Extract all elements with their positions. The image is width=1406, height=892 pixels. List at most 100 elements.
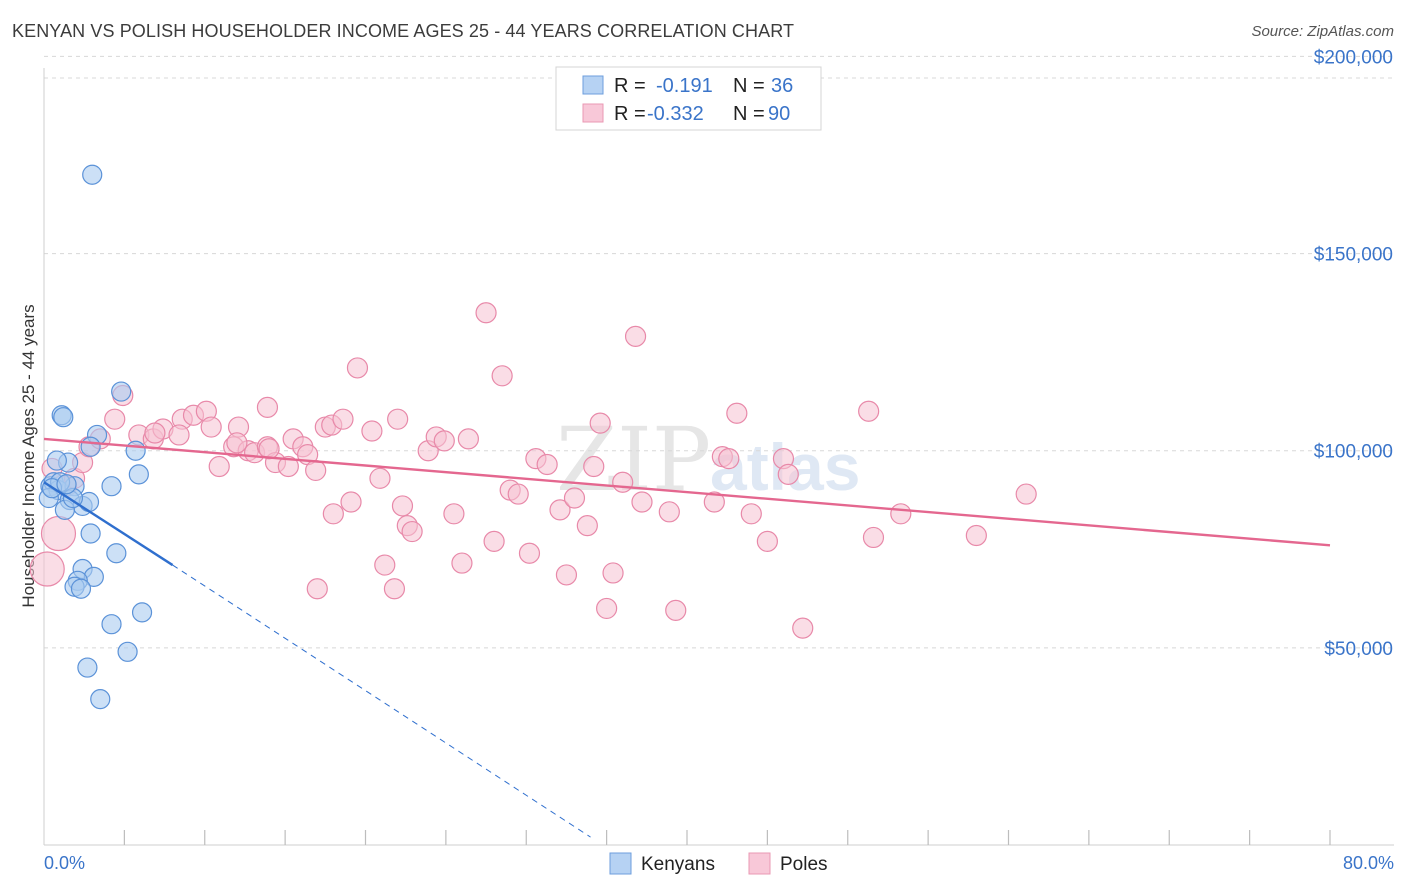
poles-point <box>374 554 396 576</box>
poles-point <box>346 357 369 379</box>
poles-point <box>890 503 912 525</box>
poles-point <box>658 501 680 523</box>
poles-legend-label: Poles <box>780 854 828 875</box>
poles-point <box>29 551 65 587</box>
kenyans-series <box>38 164 153 710</box>
kenyans-point <box>131 602 153 623</box>
poles-point <box>612 471 634 493</box>
poles-point <box>862 526 885 549</box>
poles-point <box>536 453 558 476</box>
legend-polish-swatch <box>582 103 604 123</box>
legend-r-value-1: -0.191 <box>656 75 713 97</box>
poles-point <box>631 491 653 513</box>
poles-point <box>777 463 799 485</box>
kenyans-point <box>82 164 103 185</box>
poles-point <box>475 302 497 324</box>
poles-point <box>518 542 541 564</box>
poles-point <box>457 428 479 450</box>
legend-n-value-2: 90 <box>768 103 790 125</box>
kenyans-point <box>101 476 122 497</box>
poles-point <box>792 617 814 639</box>
kenyans-point <box>128 464 149 485</box>
poles-point <box>40 515 77 552</box>
poles-point <box>443 503 465 525</box>
poles-point <box>756 530 778 553</box>
y-tick-label-1: $100,000 <box>1314 442 1393 463</box>
kenyans-legend-label: Kenyans <box>641 854 715 875</box>
poles-point <box>332 408 354 430</box>
kenyans-point <box>90 689 111 710</box>
poles-point <box>361 420 383 442</box>
kenyans-point <box>106 543 127 564</box>
source-label: Source: ZipAtlas.com <box>1251 23 1394 40</box>
legend-n-label-1: N = <box>733 75 765 97</box>
poles-point <box>555 564 578 586</box>
poles-point <box>144 422 166 444</box>
poles-point <box>208 455 230 478</box>
chart-title: KENYAN VS POLISH HOUSEHOLDER INCOME AGES… <box>12 21 795 41</box>
legend-r-label-1: R = <box>614 75 646 97</box>
poles-point <box>624 325 647 347</box>
poles-point <box>726 402 748 424</box>
poles-point <box>306 578 328 600</box>
poles-point <box>576 515 598 537</box>
poles-point <box>322 503 344 525</box>
kenyans-point <box>70 578 92 599</box>
poles-point <box>1015 483 1037 505</box>
kenyans-trend-extension <box>172 564 591 838</box>
legend-r-value-2: -0.332 <box>647 103 704 125</box>
poles-point <box>256 396 279 418</box>
legend-n-value-1: 36 <box>771 75 793 97</box>
poles-point <box>583 455 605 478</box>
x-tick-min: 0.0% <box>44 853 85 873</box>
y-tick-label-0: $50,000 <box>1324 639 1393 660</box>
kenyans-trend-line <box>43 481 174 567</box>
kenyans-point <box>77 657 98 678</box>
poles-point <box>596 597 618 620</box>
poles-point <box>858 400 880 422</box>
poles-point <box>226 432 248 454</box>
poles-point <box>200 416 222 438</box>
poles-point <box>602 562 624 584</box>
poles-point <box>483 530 505 553</box>
poles-point <box>383 578 406 600</box>
kenyans-point <box>125 440 146 461</box>
poles-trend-line <box>43 437 1331 547</box>
gridlines <box>44 55 1394 649</box>
y-tick-label-3: $200,000 <box>1314 47 1393 68</box>
poles-point <box>305 459 327 482</box>
legend-r-label-2: R = <box>614 103 646 125</box>
poles-point <box>965 524 987 547</box>
y-axis-title: Householder Income Ages 25 - 44 years <box>19 304 38 607</box>
poles-point <box>740 503 762 525</box>
poles-point <box>491 365 513 387</box>
poles-point <box>549 499 571 521</box>
x-tick-max: 80.0% <box>1343 853 1394 873</box>
poles-point <box>258 438 280 460</box>
poles-point <box>563 487 586 509</box>
poles-series <box>29 302 1037 639</box>
series-legend: Kenyans Poles <box>609 852 828 875</box>
x-axis-ticks <box>123 830 1331 845</box>
kenyans-point <box>53 407 74 428</box>
correlation-legend: R = -0.191 N = 36 R = -0.332 N = 90 <box>555 66 822 131</box>
poles-point <box>665 599 687 622</box>
poles-point <box>391 495 414 517</box>
poles-point <box>340 491 362 513</box>
kenyans-point <box>80 523 101 544</box>
poles-point <box>589 412 611 434</box>
poles-legend-swatch <box>748 852 771 875</box>
y-tick-label-2: $150,000 <box>1314 245 1393 266</box>
poles-point <box>703 491 725 513</box>
kenyans-point <box>111 381 132 402</box>
kenyans-point <box>101 614 122 635</box>
poles-point <box>387 408 409 430</box>
trend-lines <box>43 437 1331 838</box>
poles-point <box>401 520 423 543</box>
poles-point <box>369 467 391 489</box>
y-axis-tick-labels: $50,000 $100,000 $150,000 $200,000 <box>1314 47 1393 659</box>
legend-kenyan-swatch <box>582 75 604 95</box>
kenyans-point <box>56 474 77 495</box>
poles-point <box>277 455 299 478</box>
